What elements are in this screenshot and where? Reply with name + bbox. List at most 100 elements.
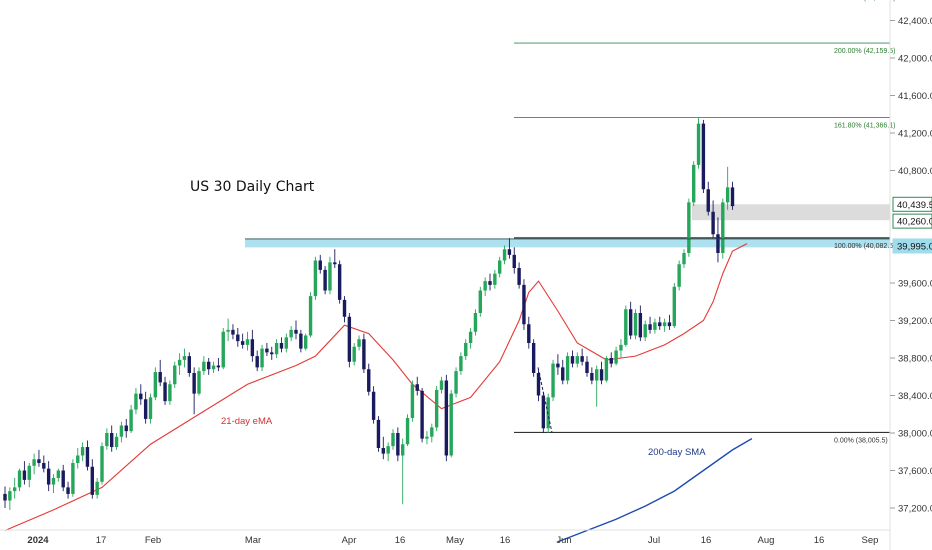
candle <box>337 260 342 304</box>
candle <box>439 376 444 394</box>
x-tick-label: 17 <box>96 535 107 546</box>
candle-body <box>604 358 609 381</box>
candle <box>401 438 405 505</box>
candle <box>483 277 487 297</box>
x-tick-label: May <box>446 535 464 546</box>
candle <box>173 361 177 388</box>
candle-body <box>163 382 167 402</box>
price-tag: 39,995.0 <box>892 238 932 254</box>
y-tick-label: 37,200.0 <box>898 504 932 515</box>
resistance-zone <box>245 238 890 248</box>
candle <box>328 256 332 295</box>
candle-body <box>8 491 12 501</box>
y-tick-label: 42,000.0 <box>898 54 932 65</box>
candle-body <box>66 487 70 494</box>
candle <box>139 384 143 405</box>
sma-label: 200-day SMA <box>648 447 706 458</box>
candle <box>110 425 114 452</box>
candle <box>498 256 502 278</box>
candle <box>362 333 366 373</box>
drawing-overlays <box>245 238 890 433</box>
candle-body <box>716 234 720 253</box>
candle <box>182 348 187 368</box>
candle-body <box>124 425 128 432</box>
candle-body <box>265 348 269 353</box>
candle-body <box>328 262 332 291</box>
candle-body <box>444 380 449 456</box>
candle <box>527 316 531 349</box>
candle-body <box>536 373 541 396</box>
candle <box>3 486 7 508</box>
candle-body <box>633 313 638 336</box>
x-tick-label: Feb <box>145 535 161 546</box>
candle-body <box>658 322 662 327</box>
candle-body <box>667 322 672 327</box>
candle <box>381 436 385 460</box>
x-tick-label: Sep <box>862 535 879 546</box>
candle <box>711 200 715 238</box>
candle-body <box>522 284 526 325</box>
candle <box>473 309 478 336</box>
candle-body <box>182 356 187 360</box>
candle-body <box>454 371 458 394</box>
x-tick-label: Jul <box>648 535 660 546</box>
candle <box>628 301 633 340</box>
x-axis[interactable]: 2024 17 Feb Mar Apr 16 May 16 Jun Jul 16 Aug 16 Sep <box>27 535 878 546</box>
candle <box>570 350 575 368</box>
candle-body <box>696 123 701 165</box>
candle <box>153 367 158 401</box>
candle-body <box>240 341 245 345</box>
price-tag-label: 40,260.0 <box>897 217 932 228</box>
fib-level-label: 227.20% (42,724.4) <box>834 0 896 2</box>
candle <box>405 414 410 447</box>
candle <box>284 333 288 353</box>
candle-body <box>565 356 570 381</box>
candle <box>260 344 264 372</box>
candle-body <box>153 372 158 398</box>
candle <box>347 313 352 368</box>
candle-body <box>134 393 138 410</box>
candle-body <box>371 391 376 420</box>
candle-body <box>236 334 240 342</box>
candle <box>250 329 255 362</box>
candle-body <box>439 380 444 390</box>
candle-body <box>721 202 725 253</box>
y-axis[interactable]: 42,800.042,400.042,000.041,600.041,200.0… <box>890 0 932 515</box>
candle <box>308 292 313 338</box>
candle <box>551 359 555 402</box>
candle-body <box>512 254 516 268</box>
candle <box>696 118 701 169</box>
candle-body <box>110 433 114 448</box>
y-tick-label: 41,600.0 <box>898 91 932 102</box>
candle <box>8 487 12 510</box>
candle <box>240 333 245 349</box>
candle <box>371 386 376 424</box>
candle-body <box>100 446 104 482</box>
candle-body <box>221 331 225 368</box>
candle-body <box>502 249 507 261</box>
candle-body <box>299 333 303 349</box>
candle <box>464 339 468 360</box>
candle-body <box>682 253 686 265</box>
candle-body <box>449 393 453 456</box>
candle <box>17 468 22 492</box>
candle-body <box>211 365 216 370</box>
candle <box>221 328 225 370</box>
candle-body <box>95 481 99 495</box>
ema-label: 21-day eMA <box>221 416 273 427</box>
candle-body <box>42 463 46 469</box>
candle-body <box>173 365 177 385</box>
candle <box>357 335 361 351</box>
candle <box>226 318 230 342</box>
candle-body <box>279 343 284 349</box>
candle <box>595 365 599 407</box>
x-tick-label: 16 <box>500 535 511 546</box>
candle <box>376 416 381 452</box>
candle-body <box>114 436 119 448</box>
candle-body <box>80 447 85 456</box>
candle-body <box>614 350 618 364</box>
candle-body <box>337 264 342 300</box>
candle <box>333 249 337 268</box>
x-tick-label: Jun <box>556 535 571 546</box>
candle-body <box>551 363 555 398</box>
